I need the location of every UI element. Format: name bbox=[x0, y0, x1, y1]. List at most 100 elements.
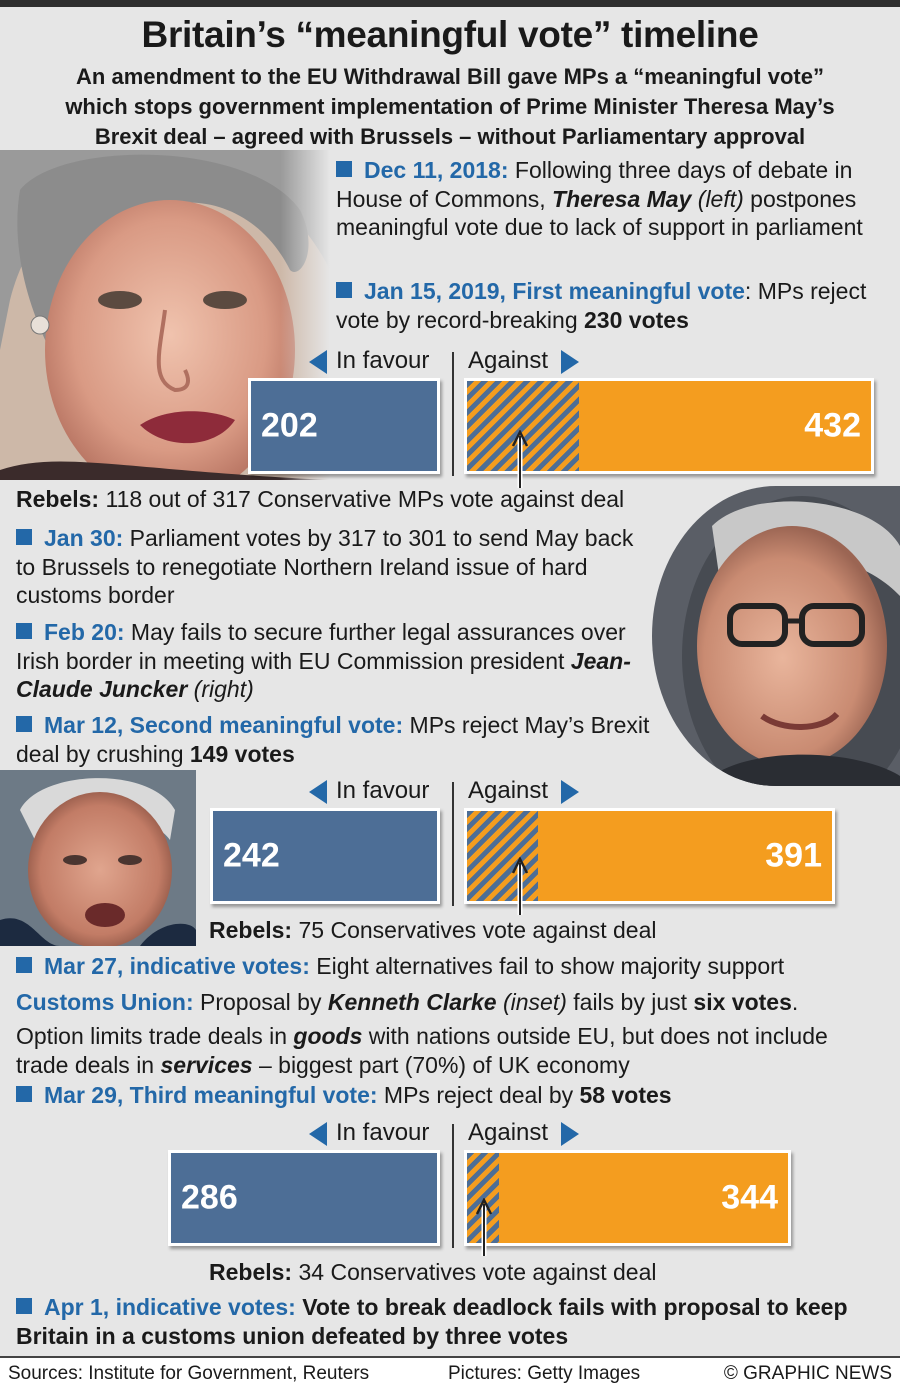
event-date: Mar 27, indicative votes: bbox=[44, 953, 310, 979]
rebels-heading: Rebels: bbox=[209, 1259, 293, 1285]
favour-label: In favour bbox=[336, 347, 430, 374]
event-date: Jan 15, 2019, First meaningful vote bbox=[364, 278, 745, 304]
bullet-square-icon bbox=[16, 623, 32, 639]
against-label: Against bbox=[468, 347, 549, 374]
pictures-credit: Pictures: Getty Images bbox=[448, 1363, 641, 1384]
subtitle-line-3: Brexit deal – agreed with Brussels – wit… bbox=[94, 124, 806, 149]
rebels-text: 34 Conservatives vote against deal bbox=[292, 1259, 657, 1285]
event-mar-27: Mar 27, indicative votes: Eight alternat… bbox=[16, 952, 896, 981]
against-count: 391 bbox=[765, 836, 822, 875]
bullet-square-icon bbox=[16, 1086, 32, 1102]
event-apr-1: Apr 1, indicative votes: Vote to break d… bbox=[16, 1293, 876, 1350]
top-rule bbox=[0, 0, 900, 7]
event-emphasis: 230 votes bbox=[584, 306, 689, 333]
event-emphasis: services bbox=[160, 1051, 253, 1078]
against-bar: 344 bbox=[464, 1150, 791, 1246]
bullet-square-icon bbox=[16, 957, 32, 973]
rebels-hatch bbox=[467, 381, 579, 471]
favour-label: In favour bbox=[336, 777, 430, 804]
event-emphasis: goods bbox=[293, 1023, 363, 1049]
event-mar-12: Mar 12, Second meaningful vote: MPs reje… bbox=[16, 711, 656, 768]
favour-bar: 286 bbox=[168, 1150, 440, 1246]
rebels-hatch bbox=[467, 811, 538, 901]
bullet-square-icon bbox=[16, 529, 32, 545]
rebels-text: 75 Conservatives vote against deal bbox=[292, 917, 657, 943]
arrow-left-icon bbox=[309, 1122, 327, 1146]
event-date: Mar 12, Second meaningful vote: bbox=[44, 712, 404, 738]
event-jan-30: Jan 30: Parliament votes by 317 to 301 t… bbox=[16, 524, 636, 610]
favour-bar: 242 bbox=[210, 808, 440, 904]
event-date: Dec 11, 2018: bbox=[364, 157, 509, 183]
rebels-heading: Rebels: bbox=[16, 486, 100, 512]
event-note: (inset) bbox=[496, 989, 567, 1015]
event-text: MPs reject May’s Brexit deal by crushing bbox=[16, 712, 650, 767]
against-bar: 391 bbox=[464, 808, 835, 904]
bullet-square-icon bbox=[336, 282, 352, 298]
rebels-1: Rebels: 118 out of 317 Conservative MPs … bbox=[16, 485, 624, 514]
event-text: fails by just bbox=[566, 989, 694, 1015]
event-emphasis: 58 votes bbox=[579, 1082, 672, 1108]
theresa-may-photo bbox=[0, 150, 330, 480]
person-name: Kenneth Clarke bbox=[327, 989, 497, 1015]
event-date: Apr 1, indicative votes: bbox=[44, 1294, 296, 1320]
subtitle-line-1: An amendment to the EU Withdrawal Bill g… bbox=[76, 64, 824, 89]
event-text: . bbox=[791, 989, 799, 1015]
rebels-pointer-icon bbox=[511, 857, 529, 915]
rebels-heading: Rebels: bbox=[209, 917, 293, 943]
event-dec-11: Dec 11, 2018: Following three days of de… bbox=[336, 156, 891, 242]
arrow-right-icon bbox=[561, 350, 579, 374]
against-bar: 432 bbox=[464, 378, 874, 474]
event-text: – biggest part (70%) of UK economy bbox=[252, 1051, 630, 1078]
rebels-pointer-icon bbox=[511, 430, 529, 488]
event-text: Option limits trade deals in bbox=[16, 1023, 294, 1049]
event-date: Mar 29, Third meaningful vote: bbox=[44, 1082, 378, 1108]
rebels-2: Rebels: 75 Conservatives vote against de… bbox=[209, 916, 656, 945]
arrow-left-icon bbox=[309, 780, 327, 804]
arrow-left-icon bbox=[309, 350, 327, 374]
event-text: MPs reject deal by bbox=[377, 1082, 580, 1108]
subtitle-line-2: which stops government implementation of… bbox=[65, 94, 835, 119]
favour-count: 242 bbox=[223, 836, 280, 875]
arrow-right-icon bbox=[561, 1122, 579, 1146]
rebels-3: Rebels: 34 Conservatives vote against de… bbox=[209, 1258, 656, 1287]
event-date: Jan 30: bbox=[44, 525, 124, 551]
event-note: (left) bbox=[691, 185, 744, 212]
divider bbox=[452, 782, 454, 906]
favour-count: 286 bbox=[181, 1178, 238, 1217]
event-text: May fails to secure further legal assura… bbox=[16, 619, 626, 674]
juncker-photo bbox=[652, 486, 900, 786]
event-jan-15: Jan 15, 2019, First meaningful vote: MPs… bbox=[336, 277, 891, 334]
bullet-square-icon bbox=[336, 161, 352, 177]
favour-label: In favour bbox=[336, 1119, 430, 1146]
event-text: Eight alternatives fail to show majority… bbox=[309, 953, 785, 979]
event-mar-29: Mar 29, Third meaningful vote: MPs rejec… bbox=[16, 1081, 896, 1110]
rebels-pointer-icon bbox=[475, 1198, 493, 1256]
event-note: (right) bbox=[187, 676, 254, 702]
page-title: Britain’s “meaningful vote” timeline bbox=[141, 14, 759, 55]
customs-union-note: Customs Union: Proposal by Kenneth Clark… bbox=[16, 988, 896, 1017]
copyright-credit: © GRAPHIC NEWS bbox=[723, 1363, 892, 1384]
event-text: Vote to break deadlock fails with propos… bbox=[16, 1294, 848, 1349]
event-text: with nations outside EU, but does not in… bbox=[16, 1023, 828, 1078]
favour-bar: 202 bbox=[248, 378, 440, 474]
footer: Sources: Institute for Government, Reute… bbox=[0, 1356, 900, 1391]
person-name: Theresa May bbox=[552, 185, 692, 212]
event-text: postpones meaningful vote due to lack of… bbox=[336, 185, 863, 241]
rebels-text: 118 out of 317 Conservative MPs vote aga… bbox=[99, 486, 625, 512]
event-text: Following three days of debate in House … bbox=[336, 157, 853, 212]
event-text: : MPs reject vote by record-breaking bbox=[336, 278, 867, 333]
event-date: Feb 20: bbox=[44, 619, 125, 645]
event-text: Parliament votes by 317 to 301 to send M… bbox=[16, 525, 634, 608]
option-note: Option limits trade deals in goods with … bbox=[16, 1022, 836, 1079]
event-feb-20: Feb 20: May fails to secure further lega… bbox=[16, 618, 646, 704]
person-name: Jean-Claude Juncker bbox=[16, 647, 631, 703]
bullet-square-icon bbox=[16, 1298, 32, 1314]
sources-credit: Sources: Institute for Government, Reute… bbox=[8, 1363, 370, 1384]
event-emphasis: six votes bbox=[693, 989, 792, 1015]
favour-count: 202 bbox=[261, 406, 318, 445]
event-emphasis: 149 votes bbox=[189, 740, 295, 767]
against-count: 344 bbox=[721, 1178, 778, 1217]
against-label: Against bbox=[468, 777, 549, 804]
divider bbox=[452, 1124, 454, 1248]
against-label: Against bbox=[468, 1119, 549, 1146]
